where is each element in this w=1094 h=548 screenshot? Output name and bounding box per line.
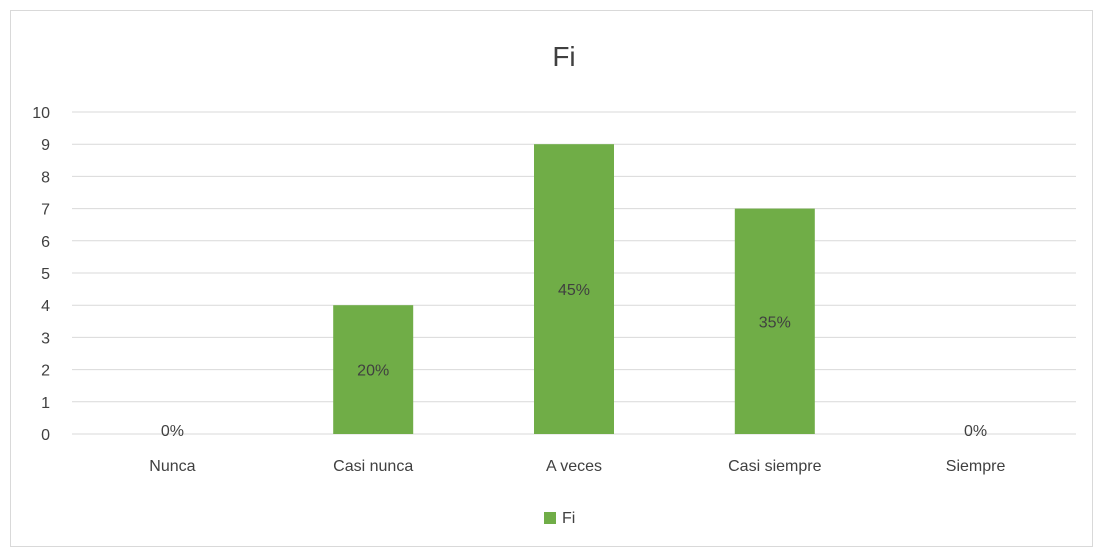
data-label: 0% (161, 423, 184, 440)
y-tick-label: 7 (41, 202, 50, 219)
x-tick-label: Nunca (149, 458, 195, 475)
y-tick-label: 9 (41, 137, 50, 154)
x-axis: Nunca Casi nunca A veces Casi siempre Siempr… (149, 458, 1005, 475)
x-tick-label: Siempre (946, 458, 1006, 475)
bars (333, 144, 815, 434)
y-axis: 0 1 2 3 4 5 6 7 8 9 10 (32, 105, 50, 444)
legend: Fi (544, 510, 575, 527)
y-tick-label: 8 (41, 169, 50, 186)
data-label: 0% (964, 423, 987, 440)
chart-title: Fi (552, 41, 575, 72)
x-tick-label: Casi nunca (333, 458, 413, 475)
legend-label: Fi (562, 510, 575, 527)
y-tick-label: 6 (41, 234, 50, 251)
y-tick-label: 4 (41, 298, 50, 315)
y-tick-label: 5 (41, 266, 50, 283)
x-tick-label: A veces (546, 458, 602, 475)
y-tick-label: 10 (32, 105, 50, 122)
data-labels: 0% 20% 45% 35% 0% (161, 282, 987, 440)
y-tick-label: 1 (41, 395, 50, 412)
y-tick-label: 2 (41, 363, 50, 380)
bar (534, 144, 614, 434)
y-tick-label: 0 (41, 427, 50, 444)
data-label: 45% (558, 282, 590, 299)
data-label: 20% (357, 363, 389, 380)
bar (734, 208, 815, 434)
data-label: 35% (759, 314, 791, 331)
x-tick-label: Casi siempre (728, 458, 821, 475)
legend-swatch (544, 512, 556, 524)
y-tick-label: 3 (41, 330, 50, 347)
bar (333, 305, 414, 434)
